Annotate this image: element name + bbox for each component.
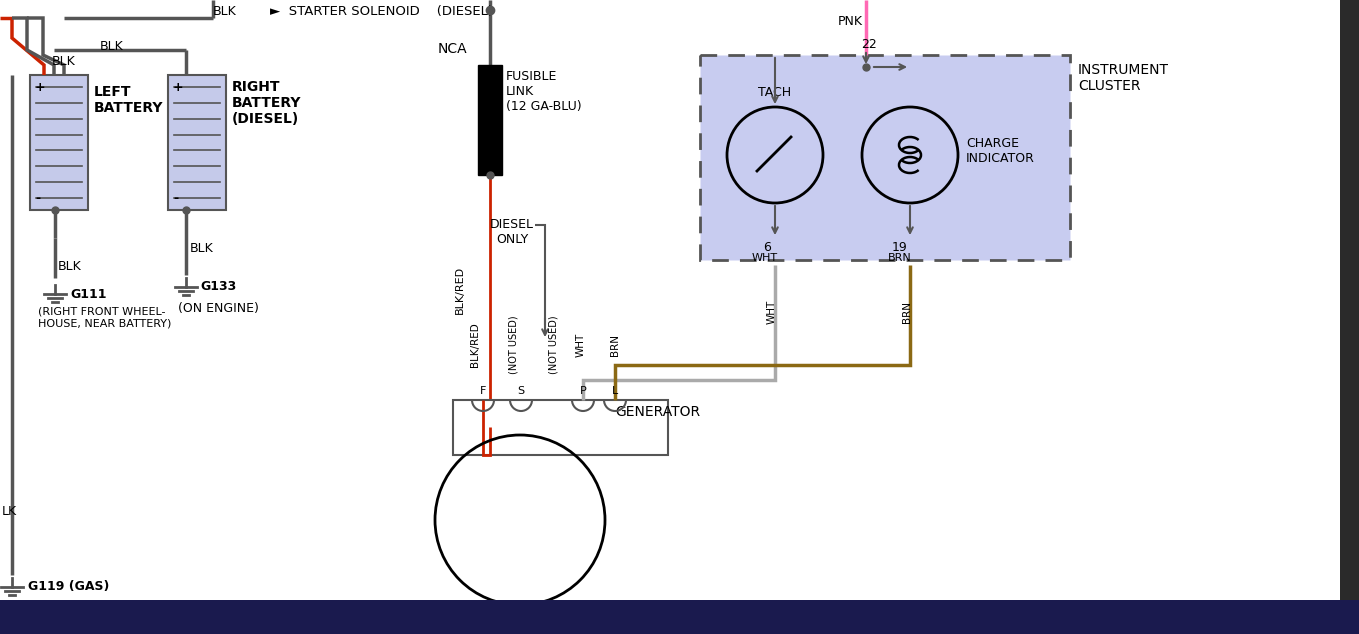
Text: FUSIBLE
LINK
(12 GA-BLU): FUSIBLE LINK (12 GA-BLU) <box>506 70 582 113</box>
Text: INSTRUMENT
CLUSTER: INSTRUMENT CLUSTER <box>1078 63 1169 93</box>
Bar <box>478 65 501 175</box>
Text: GENERATOR: GENERATOR <box>616 405 700 419</box>
Bar <box>1340 0 1359 600</box>
Text: BLK/RED: BLK/RED <box>455 266 465 314</box>
Text: BLK: BLK <box>58 260 82 273</box>
Text: System Wiring Diagram For 1996 Chevy 4x4 Complete Wiring Schemas: System Wiring Diagram For 1996 Chevy 4x4… <box>375 609 983 624</box>
Bar <box>30 75 88 210</box>
Text: BRN: BRN <box>889 253 912 263</box>
Text: 19: 19 <box>892 241 908 254</box>
Text: TACH: TACH <box>758 86 791 99</box>
Text: DIESEL
ONLY: DIESEL ONLY <box>491 218 534 246</box>
Text: BRN: BRN <box>902 301 912 323</box>
Text: ►  STARTER SOLENOID    (DIESEL): ► STARTER SOLENOID (DIESEL) <box>270 5 493 18</box>
Text: WHT: WHT <box>752 253 779 263</box>
Text: G133: G133 <box>200 280 236 293</box>
Text: +: + <box>173 81 183 94</box>
Text: (NOT USED): (NOT USED) <box>508 316 518 374</box>
Text: WHT: WHT <box>576 333 586 357</box>
Text: LEFT
BATTERY: LEFT BATTERY <box>94 85 163 115</box>
Text: G119 (GAS): G119 (GAS) <box>29 580 109 593</box>
Text: L: L <box>612 386 618 396</box>
Text: BLK: BLK <box>213 5 236 18</box>
Text: 6: 6 <box>762 241 771 254</box>
Text: BRN: BRN <box>610 334 620 356</box>
Text: PNK: PNK <box>839 15 863 28</box>
Bar <box>453 400 669 455</box>
Text: P: P <box>580 386 586 396</box>
Text: LK: LK <box>1 505 18 518</box>
Text: +: + <box>35 81 46 94</box>
Text: BLK: BLK <box>101 40 124 53</box>
Text: -: - <box>35 192 41 205</box>
Bar <box>169 75 226 210</box>
Text: S: S <box>518 386 525 396</box>
Text: G111: G111 <box>71 288 106 301</box>
Text: (NOT USED): (NOT USED) <box>548 316 559 374</box>
Text: BLK/RED: BLK/RED <box>470 323 480 367</box>
Text: WHT: WHT <box>766 300 777 324</box>
Text: NCA: NCA <box>438 42 467 56</box>
Text: RIGHT
BATTERY
(DIESEL): RIGHT BATTERY (DIESEL) <box>232 80 302 126</box>
Bar <box>0 600 1359 634</box>
Text: -: - <box>173 192 178 205</box>
Text: 22: 22 <box>862 38 877 51</box>
FancyBboxPatch shape <box>700 55 1070 260</box>
Text: BLK: BLK <box>190 242 213 255</box>
Text: BLK: BLK <box>52 55 76 68</box>
Text: (RIGHT FRONT WHEEL-
HOUSE, NEAR BATTERY): (RIGHT FRONT WHEEL- HOUSE, NEAR BATTERY) <box>38 307 171 328</box>
Text: F: F <box>480 386 487 396</box>
Text: CHARGE
INDICATOR: CHARGE INDICATOR <box>966 137 1034 165</box>
Text: (ON ENGINE): (ON ENGINE) <box>178 302 258 315</box>
